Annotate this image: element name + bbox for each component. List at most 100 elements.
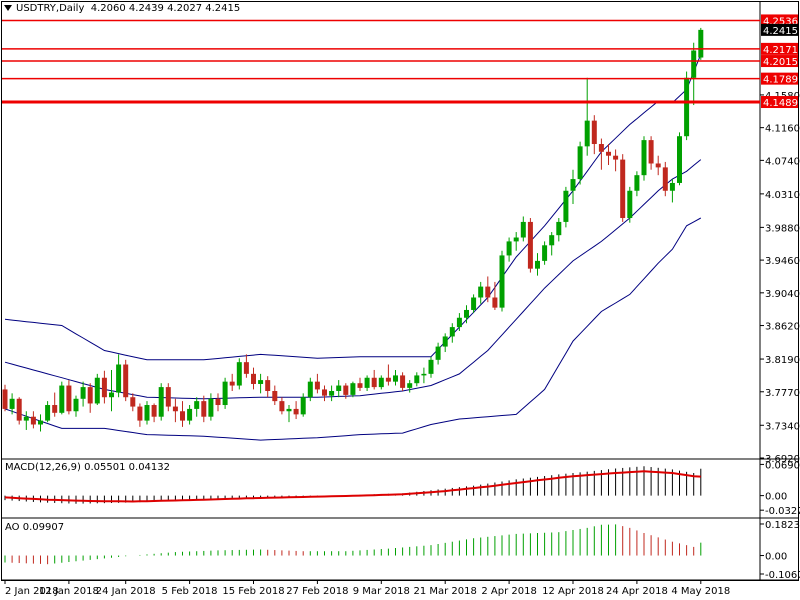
y-tick-label: 3.9040 (765, 289, 800, 300)
level-tag (761, 55, 798, 68)
candle (669, 179, 675, 203)
level-tag (761, 72, 798, 85)
candle (464, 305, 469, 324)
candle (293, 401, 299, 420)
candle (691, 42, 697, 106)
x-tick-label: 4 May 2018 (671, 586, 730, 597)
candle (584, 77, 590, 156)
candle (38, 414, 43, 432)
candle-body (300, 397, 306, 415)
candle (478, 281, 484, 304)
candle-body (307, 381, 313, 398)
candle-body (527, 221, 533, 269)
candle-body (59, 385, 65, 413)
candle-body (613, 155, 619, 160)
candle-body (414, 375, 420, 384)
candle (421, 367, 427, 384)
candle-body (357, 383, 363, 388)
candle-body (279, 401, 285, 412)
candle-body (30, 416, 36, 425)
candle (265, 376, 271, 398)
candle (251, 367, 256, 390)
candle (73, 395, 79, 417)
candle-body (23, 416, 29, 421)
candle (393, 369, 398, 386)
x-tick-label: 12 Apr 2018 (542, 586, 604, 597)
x-tick-label: 2 Jan 2018 (5, 586, 59, 597)
candle-body (648, 140, 654, 164)
candle (80, 381, 86, 407)
candle (45, 401, 51, 423)
candle (258, 373, 264, 394)
candle-body (620, 159, 626, 219)
candle-body (109, 392, 114, 398)
candle-body (506, 241, 512, 256)
candle (215, 393, 221, 412)
candle (272, 385, 278, 406)
candle-body (215, 398, 221, 406)
candle-body (435, 346, 441, 360)
bollinger-upper-line (4, 54, 702, 361)
candle (591, 115, 597, 155)
candle-body (499, 255, 505, 308)
level-tag (761, 14, 798, 27)
candle-body (456, 317, 462, 328)
x-tick-label: 12 Jan 2018 (39, 586, 99, 597)
candle (371, 369, 377, 390)
current-price-tag (761, 23, 798, 36)
candle (598, 138, 604, 170)
candle (456, 313, 462, 332)
candle (137, 403, 143, 427)
candle (87, 383, 93, 413)
bollinger-lower-line (4, 217, 702, 441)
candle (449, 323, 455, 343)
candle (66, 380, 72, 415)
candle-body (400, 375, 406, 388)
candle (662, 161, 668, 197)
candle-body (45, 405, 51, 421)
candle (300, 393, 306, 417)
macd-y-tick-label: -0.03225 (765, 506, 800, 517)
candle-body (201, 401, 207, 417)
candle (542, 241, 548, 265)
candle (563, 186, 569, 228)
candle-body (172, 406, 178, 412)
candle-body (378, 377, 384, 388)
candle-body (407, 383, 413, 388)
candle-body (542, 245, 548, 261)
candle-body (194, 401, 200, 409)
candle (59, 381, 65, 415)
x-tick-label: 27 Feb 2018 (286, 586, 348, 597)
candle (499, 250, 505, 312)
candle-body (87, 387, 93, 404)
candle (606, 144, 611, 166)
candle-body (556, 221, 562, 236)
candle-body (385, 377, 391, 382)
candle (364, 375, 370, 391)
candle (385, 364, 391, 386)
level-tag (761, 42, 798, 55)
candle-body (38, 420, 43, 425)
candle-body (130, 397, 136, 407)
candle (116, 354, 122, 398)
candle (506, 237, 512, 262)
y-tick-label: 4.0740 (765, 156, 800, 167)
candle (513, 232, 519, 251)
candle (109, 369, 114, 412)
candle (698, 27, 704, 60)
candle (520, 216, 526, 242)
candle (527, 218, 533, 273)
candle-body (73, 398, 79, 412)
candle (194, 397, 200, 417)
candle (627, 186, 633, 223)
candle (556, 218, 562, 242)
candle-body (520, 221, 526, 238)
candle-body (243, 362, 249, 374)
candle-body (151, 405, 157, 417)
candle-body (322, 389, 327, 396)
candle-body (52, 405, 58, 413)
y-tick-label: 4.0310 (765, 190, 800, 201)
candle-body (421, 373, 427, 376)
candle-body (442, 336, 448, 347)
candle-body (485, 286, 491, 298)
